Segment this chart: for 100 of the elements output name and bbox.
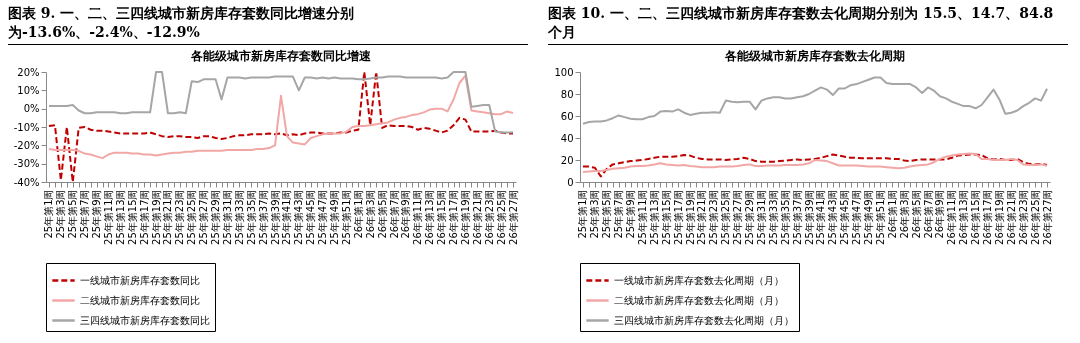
chart-subtitle: 各能级城市新房库存套数去化周期 [724,49,905,63]
y-tick-label: 20% [17,66,40,78]
x-tick-label: 25年第43周 [293,189,305,245]
x-tick-label: 25年第39周 [803,189,815,245]
x-tick-label: 25年第9周 [625,189,637,239]
x-tick-label: 26年第27周 [507,189,519,245]
line-series [47,74,515,160]
x-tick-label: 26年第17周 [448,189,460,245]
y-tick-label: 100 [554,66,574,78]
x-tick-label: 25年第17周 [138,189,150,245]
x-tick-label: 26年第3周 [898,189,910,239]
x-tick-label: 26年第13周 [958,189,970,245]
x-tick-label: 25年第45周 [839,189,851,245]
x-tick-label: 26年第9周 [934,189,946,239]
x-tick-label: 26年第1周 [352,189,364,239]
x-tick-label: 26年第7周 [922,189,934,239]
x-tick-label: 25年第21周 [162,189,174,245]
x-tick-label: 26年第11周 [946,189,958,245]
x-tick-label: 26年第25周 [495,189,507,245]
x-tick-label: 25年第23周 [174,189,186,245]
x-tick-label: 25年第31周 [755,189,767,245]
x-tick-label: 26年第15周 [970,189,982,245]
x-tick-label: 25年第37周 [257,189,269,245]
x-tick-label: 25年第33周 [233,189,245,245]
x-tick-label: 25年第5周 [67,189,79,239]
legend-label: 三四线城市新房库存套数同比 [80,314,210,326]
x-tick-label: 25年第23周 [708,189,720,245]
x-tick-label: 26年第3周 [364,189,376,239]
x-tick-label: 26年第19周 [993,189,1005,245]
x-tick-label: 25年第27周 [732,189,744,245]
y-tick-label: 0% [23,103,40,115]
y-tick-label: -40% [13,176,40,188]
x-tick-label: 26年第1周 [886,189,898,239]
x-tick-label: 25年第11周 [636,189,648,245]
x-tick-label: 25年第25周 [186,189,198,245]
x-tick-label: 25年第47周 [317,189,329,245]
x-tick-label: 25年第11周 [102,189,114,245]
x-tick-label: 25年第5周 [601,189,613,239]
legend-label: 一线城市新房库存套数同比 [80,274,200,286]
x-tick-label: 25年第35周 [245,189,257,245]
x-tick-label: 26年第23周 [483,189,495,245]
line-series [47,71,515,134]
chart-title: 图表 9. 一、二、三四线城市新房库存套数同比增速分别为-13.6%、-2.4%、-12.9% [8,4,528,45]
x-tick-label: 25年第15周 [660,189,672,245]
x-tick-label: 26年第19周 [459,189,471,245]
y-tick-label: 0 [567,176,574,188]
x-tick-label: 25年第19周 [684,189,696,245]
x-tick-label: 25年第27周 [198,189,210,245]
x-tick-label: 26年第13周 [424,189,436,245]
y-tick-label: -30% [13,158,40,170]
x-tick-label: 26年第25周 [1029,189,1041,245]
x-tick-label: 25年第21周 [696,189,708,245]
legend-label: 二线城市新房库存套数同比 [80,294,200,306]
x-tick-label: 26年第5周 [910,189,922,239]
x-tick-label: 25年第9周 [91,189,103,239]
y-tick-label: 20 [560,154,574,166]
x-tick-label: 25年第39周 [269,189,281,245]
legend-label: 三四线城市新房库存套数去化周期（月） [614,314,794,326]
x-tick-label: 26年第9周 [400,189,412,239]
x-tick-label: 26年第7周 [388,189,400,239]
x-tick-label: 25年第1周 [43,189,55,239]
x-tick-label: 25年第41周 [281,189,293,245]
x-tick-label: 25年第51周 [874,189,886,245]
line-series [581,76,1049,125]
y-tick-label: 60 [560,110,574,122]
y-tick-label: -20% [13,139,40,151]
x-tick-label: 25年第19周 [150,189,162,245]
x-tick-label: 26年第11周 [412,189,424,245]
chart-title: 图表 10. 一、二、三四线城市新房库存套数去化周期分别为 15.5、14.7、84.8 个月 [548,4,1068,45]
x-tick-label: 26年第27周 [1041,189,1053,245]
x-tick-label: 25年第49周 [863,189,875,245]
x-tick-label: 25年第37周 [791,189,803,245]
x-tick-label: 26年第15周 [436,189,448,245]
x-tick-label: 25年第17周 [672,189,684,245]
x-tick-label: 25年第13周 [114,189,126,245]
x-tick-label: 25年第15周 [126,189,138,245]
x-tick-label: 25年第47周 [851,189,863,245]
x-tick-label: 26年第5周 [376,189,388,239]
x-tick-label: 25年第7周 [613,189,625,239]
y-tick-label: 10% [17,84,40,96]
x-tick-label: 25年第3周 [589,189,601,239]
x-tick-label: 25年第33周 [767,189,779,245]
x-tick-label: 26年第21周 [471,189,483,245]
y-tick-label: 80 [560,88,574,100]
x-tick-label: 25年第13周 [648,189,660,245]
x-tick-label: 25年第3周 [55,189,67,239]
x-tick-label: 25年第49周 [329,189,341,245]
x-tick-label: 25年第45周 [305,189,317,245]
x-tick-label: 25年第29周 [210,189,222,245]
legend-label: 一线城市新房库存套数去化周期（月） [614,274,784,286]
x-tick-label: 26年第17周 [982,189,994,245]
x-tick-label: 25年第31周 [221,189,233,245]
x-tick-label: 25年第35周 [779,189,791,245]
x-tick-label: 25年第43周 [827,189,839,245]
x-tick-label: 25年第7周 [79,189,91,239]
chart-subtitle: 各能级城市新房库存套数同比增速 [190,49,372,63]
x-tick-label: 25年第29周 [744,189,756,245]
x-tick-label: 25年第51周 [340,189,352,245]
y-tick-label: -10% [13,121,40,133]
x-tick-label: 25年第41周 [815,189,827,245]
